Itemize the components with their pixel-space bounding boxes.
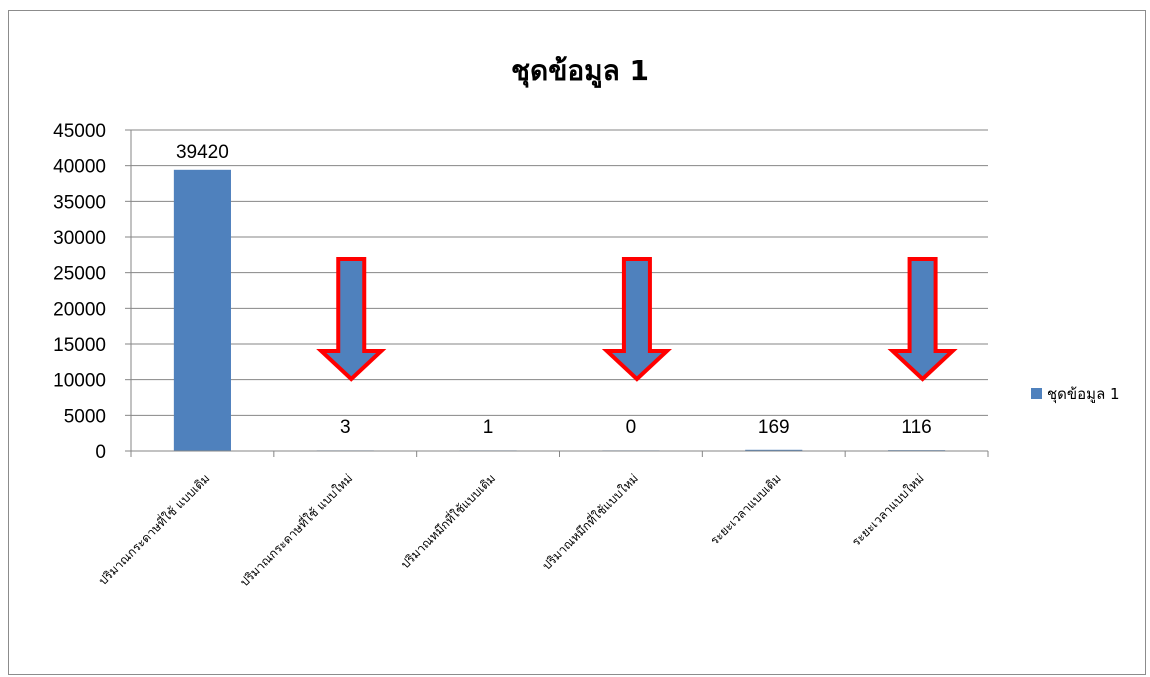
y-tick-label: 25000: [53, 264, 106, 285]
legend-label: ชุดข้อมูล 1: [1047, 385, 1120, 404]
category-label: ปริมาณหมึกที่ใช้แบบเดิม: [397, 470, 499, 572]
data-labels: 39420 3 1 0 169 116: [176, 142, 932, 438]
data-label: 3: [340, 417, 351, 438]
y-tick-label: 10000: [53, 371, 106, 392]
legend-swatch: [1031, 388, 1042, 399]
category-label: ระยะเวลาแบบเดิม: [707, 471, 783, 547]
y-tick-label: 30000: [53, 228, 106, 249]
y-tick-label: 0: [95, 442, 106, 463]
y-tick-label: 15000: [53, 335, 106, 356]
x-axis: ปริมาณกระดาษที่ใช้ แบบเดิม ปริมาณกระดาษที…: [94, 450, 989, 589]
gridlines: [131, 129, 988, 452]
y-tick-label: 35000: [53, 192, 106, 213]
category-label: ปริมาณหมึกที่ใช้แบบใหม่: [538, 470, 641, 573]
bar: [173, 169, 231, 451]
category-label: ระยะเวลาแบบใหม่: [849, 471, 927, 549]
legend: ชุดข้อมูล 1: [1031, 385, 1120, 404]
data-label: 39420: [176, 142, 229, 163]
data-label: 169: [758, 417, 790, 438]
down-arrow-annotations: [316, 257, 958, 382]
data-label: 0: [626, 417, 637, 438]
data-label: 116: [901, 417, 931, 438]
y-tick-label: 5000: [64, 406, 106, 427]
category-label: ปริมาณกระดาษที่ใช้ แบบใหม่: [236, 470, 355, 589]
down-arrow: [601, 257, 672, 382]
y-tick-label: 20000: [53, 299, 106, 320]
category-label: ปริมาณกระดาษที่ใช้ แบบเดิม: [94, 470, 212, 588]
bars: [173, 169, 946, 451]
chart-title: ชุดข้อมูล 1: [511, 54, 649, 88]
down-arrow: [887, 257, 958, 382]
y-tick-label: 45000: [53, 121, 106, 142]
y-tick-label: 40000: [53, 157, 106, 178]
down-arrow: [316, 257, 387, 382]
data-label: 1: [483, 417, 494, 438]
bar: [745, 449, 803, 451]
y-axis: 0 5000 10000 15000 20000 25000 30000 35000 40000…: [53, 121, 132, 463]
